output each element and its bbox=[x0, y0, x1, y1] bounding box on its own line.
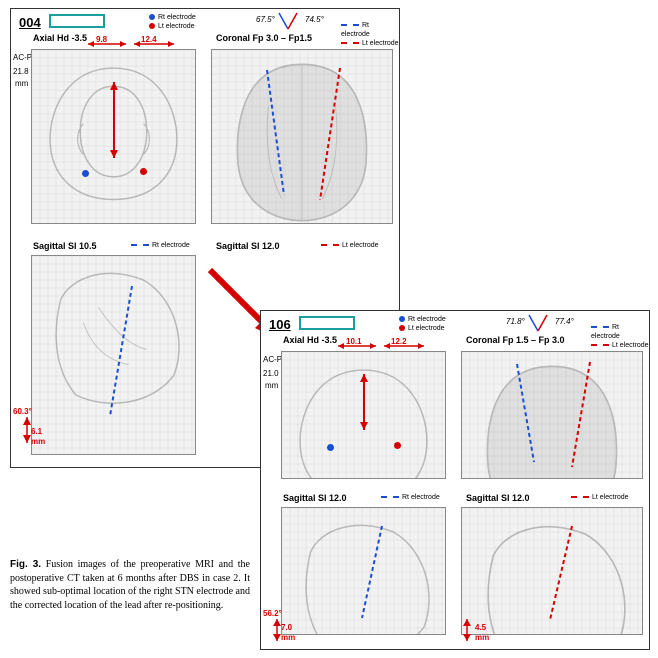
legend-lt-label: Lt electrode bbox=[408, 325, 445, 332]
sag-l-depth-u-004: mm bbox=[31, 437, 45, 446]
axial-dim-r-106: 12.2 bbox=[391, 337, 407, 346]
angle-right-004: 74.5° bbox=[305, 15, 324, 24]
center-ruler-icon bbox=[357, 372, 371, 432]
legend-label: Rt electrode bbox=[152, 242, 190, 249]
axial-title-004: Axial Hd -3.5 bbox=[33, 33, 87, 43]
dim-arrows-icon bbox=[336, 341, 426, 351]
acpc-unit-004: mm bbox=[15, 79, 28, 88]
figure-caption: Fig. 3. Fusion images of the preoperativ… bbox=[10, 558, 250, 612]
sag-r-cell-106 bbox=[461, 507, 643, 635]
sag-r-title-106: Sagittal Sl 12.0 bbox=[466, 493, 530, 503]
panel-106: 106 71.8° 77.4° Axial Hd -3.5 10.1 12.2 … bbox=[260, 310, 650, 650]
sag-l-depth-106: 7.0 bbox=[281, 623, 292, 632]
sag-l-electrode-icon bbox=[32, 256, 196, 455]
angle-right-106: 77.4° bbox=[555, 317, 574, 326]
coronal-title-004: Coronal Fp 3.0 – Fp1.5 bbox=[216, 33, 312, 43]
legend-rt-label: Rt electrode bbox=[408, 316, 446, 323]
axial-legend-004: Rt electrode Lt electrode bbox=[149, 13, 196, 31]
center-ruler-icon bbox=[107, 80, 121, 160]
legend-lt-label: Lt electrode bbox=[158, 23, 195, 30]
coronal-electrodes-icon bbox=[462, 352, 643, 479]
legend-lt-label: Lt electrode bbox=[612, 342, 649, 349]
sag-l-legend-004: Rt electrode bbox=[131, 241, 190, 250]
sag-l-cell-106 bbox=[281, 507, 446, 635]
acpc-unit-106: mm bbox=[265, 381, 278, 390]
axial-legend-106: Rt electrode Lt electrode bbox=[399, 315, 446, 333]
angle-v-icon bbox=[523, 313, 553, 333]
caption-text: Fusion images of the preoperative MRI an… bbox=[10, 559, 250, 611]
sag-l-title-106: Sagittal Sl 12.0 bbox=[283, 493, 347, 503]
sag-r-depth-u-106: mm bbox=[475, 633, 489, 642]
legend-lt-label: Lt electrode bbox=[362, 40, 399, 47]
case-id-004: 004 bbox=[19, 15, 41, 30]
acpc-val-004: 21.8 bbox=[13, 67, 29, 76]
teal-rect-004 bbox=[49, 14, 105, 28]
sag-r-legend-106: Lt electrode bbox=[571, 493, 629, 502]
case-id-106: 106 bbox=[269, 317, 291, 332]
depth-arrow-icon bbox=[457, 617, 477, 643]
sag-l-legend-106: Rt electrode bbox=[381, 493, 440, 502]
coronal-legend-106: Rt electrode Lt electrode bbox=[591, 323, 649, 350]
sag-r-legend-004: Lt electrode bbox=[321, 241, 379, 250]
sag-l-title-004: Sagittal Sl 10.5 bbox=[33, 241, 97, 251]
legend-label: Lt electrode bbox=[592, 494, 629, 501]
lt-electrode-dot bbox=[394, 442, 401, 449]
coronal-cell-106 bbox=[461, 351, 643, 479]
legend-label: Lt electrode bbox=[342, 242, 379, 249]
axial-title-106: Axial Hd -3.5 bbox=[283, 335, 337, 345]
angle-v-icon bbox=[273, 11, 303, 31]
legend-rt-label: Rt electrode bbox=[158, 14, 196, 21]
sag-l-cell-004 bbox=[31, 255, 196, 455]
acpc-val-106: 21.0 bbox=[263, 369, 279, 378]
figure-label: Fig. 3. bbox=[10, 559, 41, 570]
sag-l-depth-u-106: mm bbox=[281, 633, 295, 642]
teal-rect-106 bbox=[299, 316, 355, 330]
axial-dim-r-004: 12.4 bbox=[141, 35, 157, 44]
axial-cell-106 bbox=[281, 351, 446, 479]
sag-l-depth-004: 6.1 bbox=[31, 427, 42, 436]
sag-electrode-icon bbox=[282, 508, 446, 635]
coronal-title-106: Coronal Fp 1.5 – Fp 3.0 bbox=[466, 335, 565, 345]
legend-label: Rt electrode bbox=[402, 494, 440, 501]
coronal-electrodes-icon bbox=[212, 50, 393, 224]
dim-arrows-icon bbox=[86, 39, 176, 49]
sag-r-title-004: Sagittal Sl 12.0 bbox=[216, 241, 280, 251]
axial-cell-004 bbox=[31, 49, 196, 224]
coronal-cell-004 bbox=[211, 49, 393, 224]
rt-electrode-dot bbox=[327, 444, 334, 451]
lt-electrode-dot bbox=[140, 168, 147, 175]
angle-left-004: 67.5° bbox=[256, 15, 275, 24]
coronal-legend-004: Rt electrode Lt electrode bbox=[341, 21, 399, 48]
angle-left-106: 71.8° bbox=[506, 317, 525, 326]
rt-electrode-dot bbox=[82, 170, 89, 177]
sag-r-depth-106: 4.5 bbox=[475, 623, 486, 632]
sag-electrode-icon bbox=[462, 508, 643, 635]
